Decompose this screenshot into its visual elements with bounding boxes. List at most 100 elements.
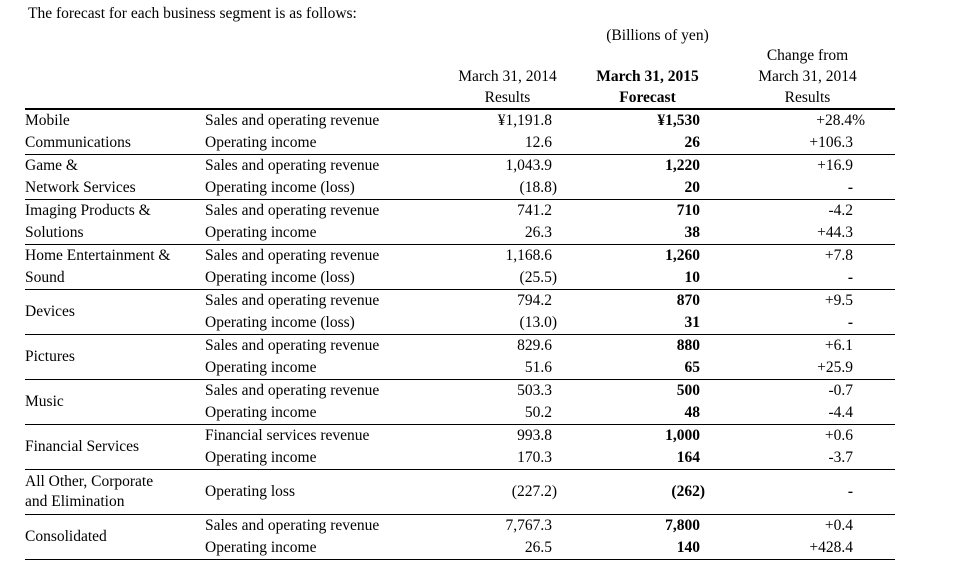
segment-rows: Sales and operating revenue 829.6 880 +6.1 O… <box>205 335 895 379</box>
results-2014-value: 51.6 <box>524 359 552 376</box>
line-item-label: Sales and operating revenue <box>205 292 380 309</box>
table-row: Sales and operating revenue 1,043.9 1,220 +… <box>205 155 895 177</box>
segment-group: All Other, Corporate and Elimination Opera… <box>25 470 895 515</box>
results-2014-value: 26.3 <box>524 224 552 241</box>
results-2014-value: 1,043.9 <box>505 157 553 174</box>
forecast-2015-value: 710 <box>676 202 700 219</box>
segment-group: Music Sales and operating revenue 503.3 500… <box>25 380 895 425</box>
change-value: +0.4 <box>824 517 853 534</box>
change-value: +25.9 <box>817 359 853 376</box>
segment-label-cell: All Other, Corporate and Elimination <box>25 470 205 514</box>
results-2014-value: 829.6 <box>517 337 552 354</box>
change-value: -3.7 <box>828 449 853 466</box>
segment-group: Game & Network Services Sales and operatin… <box>25 155 895 200</box>
results-2014-value: 1,168.6 <box>505 247 553 264</box>
segment-group: Devices Sales and operating revenue 794.2 8… <box>25 290 895 335</box>
column-header-line: Results <box>484 89 531 106</box>
segment-rows: Sales and operating revenue 1,168.6 1,260 +… <box>205 245 895 289</box>
line-item-label: Operating income (loss) <box>205 269 355 286</box>
segment-label-cell: Imaging Products & Solutions <box>25 200 205 244</box>
line-item-label: Sales and operating revenue <box>205 337 380 354</box>
segment-label-cell: Financial Services <box>25 425 205 469</box>
segment-label: and Elimination <box>25 493 125 510</box>
segment-label: Communications <box>25 134 131 151</box>
results-2014-value: (13.0) <box>519 314 557 331</box>
line-item-label: Operating income <box>205 449 317 466</box>
change-value: +28.4% <box>816 112 865 129</box>
segment-label-cell: Home Entertainment & Sound <box>25 245 205 289</box>
segment-label-cell: Consolidated <box>25 515 205 559</box>
table-row: Operating loss (227.2) (262) - <box>205 470 895 514</box>
segment-label: Devices <box>25 303 75 320</box>
table-row: Sales and operating revenue 794.2 870 +9.5 <box>205 290 895 312</box>
line-item-label: Operating income (loss) <box>205 179 355 196</box>
table-row: Operating income (loss) (13.0) 31 - <box>205 312 895 334</box>
forecast-table: Mobile Communications Sales and operating … <box>25 108 895 560</box>
line-item-label: Financial services revenue <box>205 427 370 444</box>
results-2014-value: ¥1,191.8 <box>497 112 552 129</box>
change-value: - <box>847 179 853 196</box>
change-value: +9.5 <box>824 292 853 309</box>
change-value: -0.7 <box>828 382 853 399</box>
table-row: Operating income 12.6 26 +106.3 <box>205 132 895 154</box>
table-row: Sales and operating revenue 1,168.6 1,260 +… <box>205 245 895 267</box>
results-2014-value: 26.5 <box>524 539 552 556</box>
table-row: Operating income (loss) (25.5) 10 - <box>205 267 895 289</box>
table-row: Sales and operating revenue ¥1,191.8 ¥1,53… <box>205 110 895 132</box>
forecast-2015-value: 870 <box>676 292 700 309</box>
forecast-2015-value: 38 <box>684 224 701 241</box>
segment-label-cell: Mobile Communications <box>25 110 205 154</box>
segment-rows: Sales and operating revenue 1,043.9 1,220 +… <box>205 155 895 199</box>
forecast-2015-value: 31 <box>684 314 701 331</box>
change-value: +16.9 <box>817 157 853 174</box>
forecast-2015-value: 880 <box>676 337 700 354</box>
line-item-label: Sales and operating revenue <box>205 517 380 534</box>
segment-rows: Financial services revenue 993.8 1,000 +0.6… <box>205 425 895 469</box>
results-2014-value: (18.8) <box>519 179 557 196</box>
line-item-label: Sales and operating revenue <box>205 112 380 129</box>
column-header-line: Change from <box>766 47 849 64</box>
forecast-2015-value: 26 <box>684 134 701 151</box>
results-2014-value: 741.2 <box>517 202 552 219</box>
results-2014-value: 170.3 <box>517 449 552 466</box>
segment-label: Imaging Products & <box>25 202 151 219</box>
forecast-2015-value: 48 <box>684 404 701 421</box>
segment-label: Sound <box>25 269 65 286</box>
line-item-label: Operating income <box>205 404 317 421</box>
line-item-label: Operating income <box>205 539 317 556</box>
forecast-2015-value: 20 <box>684 179 701 196</box>
table-row: Sales and operating revenue 503.3 500 -0.7 <box>205 380 895 402</box>
forecast-2015-value: 1,220 <box>665 157 700 174</box>
column-header-line: Forecast <box>619 89 676 106</box>
column-header-line: March 31, 2015 <box>596 68 699 85</box>
segment-group: Imaging Products & Solutions Sales and ope… <box>25 200 895 245</box>
table-row: Operating income 26.5 140 +428.4 <box>205 537 895 559</box>
results-2014-value: 12.6 <box>524 134 552 151</box>
unit-note: (Billions of yen) <box>606 27 709 44</box>
segment-label: Consolidated <box>25 528 107 545</box>
table-row: Operating income 51.6 65 +25.9 <box>205 357 895 379</box>
line-item-label: Operating income (loss) <box>205 314 355 331</box>
change-value: - <box>847 269 853 286</box>
table-row: Operating income 170.3 164 -3.7 <box>205 447 895 469</box>
segment-group: Financial Services Financial services rev… <box>25 425 895 470</box>
segment-label: Pictures <box>25 348 75 365</box>
forecast-2015-value: 164 <box>676 449 700 466</box>
table-row: Operating income (loss) (18.8) 20 - <box>205 177 895 199</box>
document-title: The forecast for each business segment i… <box>28 5 357 22</box>
forecast-2015-value: 10 <box>684 269 701 286</box>
segment-group: Mobile Communications Sales and operating … <box>25 110 895 155</box>
segment-label: Financial Services <box>25 438 140 455</box>
line-item-label: Sales and operating revenue <box>205 157 380 174</box>
line-item-label: Operating loss <box>205 483 295 500</box>
segment-rows: Sales and operating revenue 503.3 500 -0.7 O… <box>205 380 895 424</box>
segment-label-cell: Game & Network Services <box>25 155 205 199</box>
forecast-2015-value: ¥1,530 <box>657 112 700 129</box>
results-2014-value: (227.2) <box>511 483 557 500</box>
change-value: +6.1 <box>824 337 853 354</box>
column-header-line: March 31, 2014 <box>458 68 557 85</box>
forecast-2015-value: 140 <box>676 539 700 556</box>
forecast-2015-value: 1,260 <box>665 247 700 264</box>
change-value: +106.3 <box>809 134 853 151</box>
line-item-label: Sales and operating revenue <box>205 247 380 264</box>
